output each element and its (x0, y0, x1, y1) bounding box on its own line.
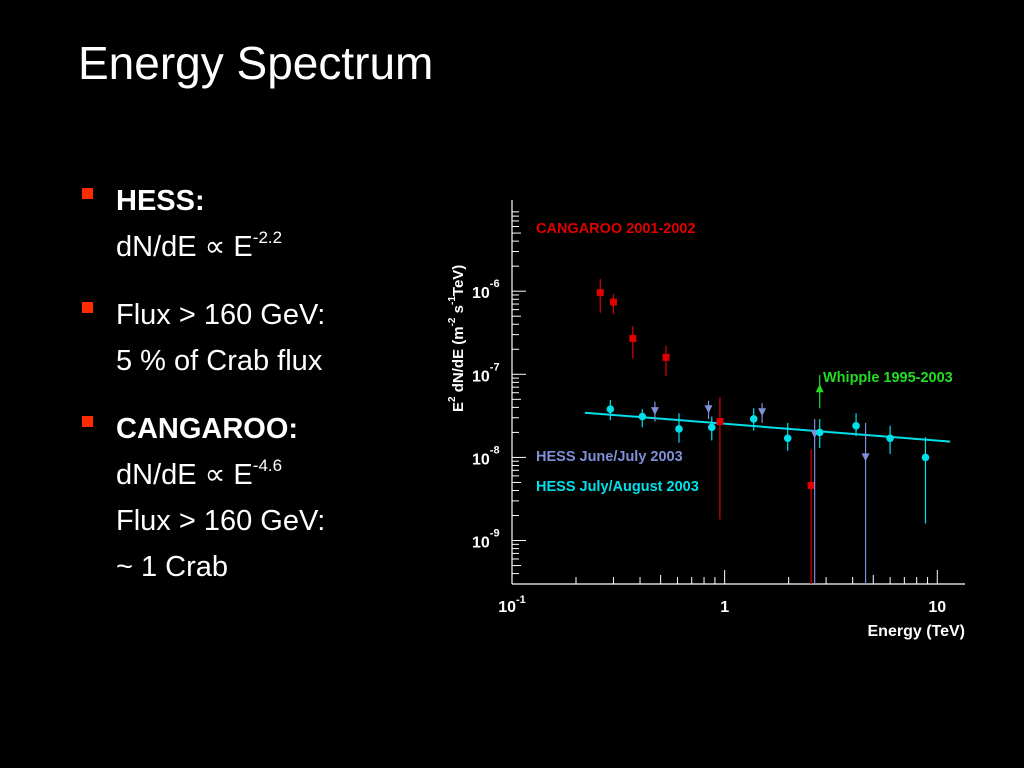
series-hess-july-august-2003 (606, 400, 930, 524)
data-point (704, 405, 713, 414)
data-point (609, 298, 617, 306)
data-point (815, 384, 824, 393)
bullet-line: dN/dE ∝ E-2.2 (116, 224, 325, 270)
data-point (807, 481, 815, 489)
legend-label: CANGAROO 2001-2002 (536, 221, 696, 237)
bullet-line-text: 5 % of Crab flux (116, 345, 323, 377)
data-point (596, 289, 604, 297)
bullet-line: Flux > 160 GeV: (116, 498, 325, 544)
bullet-line-text: dN/dE ∝ E (116, 459, 253, 491)
bullet-line: ~ 1 Crab (116, 544, 325, 590)
y-tick-label: 10-8 (472, 444, 500, 468)
data-point (650, 407, 659, 416)
data-point (758, 408, 767, 417)
data-point (707, 423, 716, 432)
bullet-heading: HESS: (116, 185, 205, 217)
bullet-line-sup: -4.6 (252, 456, 283, 475)
bullet-line: 5 % of Crab flux (116, 338, 325, 384)
bullet-line: dN/dE ∝ E-4.6 (116, 452, 325, 498)
x-axis-label: Energy (TeV) (868, 623, 966, 640)
bullet-square-icon (82, 188, 93, 199)
bullet-heading: Flux > 160 GeV: (116, 299, 326, 331)
series-cangaroo-2001-2002 (596, 279, 815, 584)
data-point (749, 415, 758, 423)
legend-label: HESS July/August 2003 (536, 479, 699, 495)
bullet-flux: Flux > 160 GeV: 5 % of Crab flux (82, 292, 325, 384)
y-axis-label: E2 dN/dE (m-2 s-1TeV) (447, 265, 467, 412)
bullet-line-sup: -2.2 (252, 228, 283, 247)
legend-label: HESS June/July 2003 (536, 449, 683, 465)
bullet-line-text: dN/dE ∝ E (116, 231, 253, 263)
data-point (716, 418, 724, 426)
slide-title: Energy Spectrum (78, 37, 434, 89)
data-point (675, 425, 683, 433)
bullet-line-text: ~ 1 Crab (116, 551, 229, 583)
data-point (783, 434, 792, 443)
bullet-square-icon (82, 302, 93, 313)
data-point (861, 453, 870, 462)
bullet-heading: CANGAROO: (116, 413, 299, 445)
data-point (662, 353, 670, 361)
bullet-line-text: Flux > 160 GeV: (116, 505, 326, 537)
series-whipple-1995-2003 (815, 375, 824, 409)
data-point (852, 422, 860, 430)
data-point (606, 405, 615, 414)
bullet-hess: HESS: dN/dE ∝ E-2.2 (82, 178, 325, 270)
data-point (638, 412, 647, 421)
data-point (921, 453, 930, 462)
y-tick-label: 10-7 (472, 361, 500, 385)
bullet-list: HESS: dN/dE ∝ E-2.2 Flux > 160 GeV: 5 % … (82, 178, 325, 590)
bullet-cangaroo: CANGAROO: dN/dE ∝ E-4.6 Flux > 160 GeV: … (82, 406, 325, 590)
data-point (815, 428, 824, 437)
x-tick-label: 1 (720, 599, 729, 616)
y-tick-label: 10-9 (472, 528, 500, 552)
x-tick-label: 10 (928, 599, 946, 616)
bullet-square-icon (82, 416, 93, 427)
data-point (886, 434, 894, 443)
x-tick-label: 10-1 (498, 594, 526, 616)
data-point (629, 334, 637, 342)
legend-label: Whipple 1995-2003 (823, 370, 953, 386)
y-tick-label: 10-6 (472, 278, 500, 302)
